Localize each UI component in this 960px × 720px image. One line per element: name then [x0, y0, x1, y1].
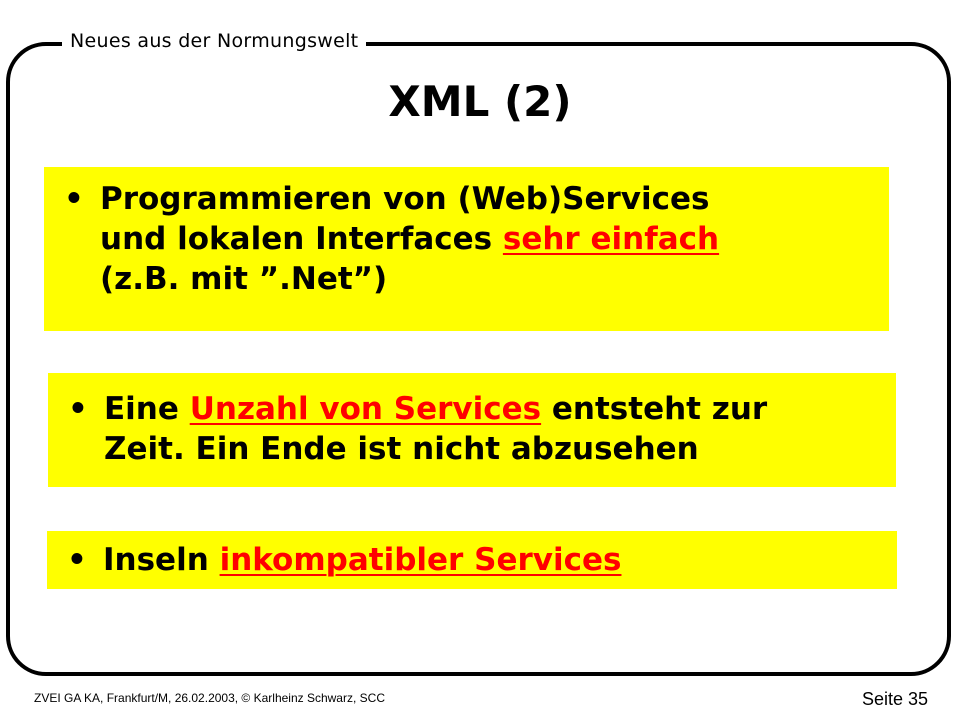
bullet-text-group: Inseln inkompatibler Services [103, 540, 621, 580]
bullet-icon: • [64, 181, 84, 217]
emphasis-text: sehr einfach [502, 221, 720, 257]
bullet-text: entsteht zur [541, 391, 768, 427]
emphasis-text: inkompatibler Services [219, 542, 622, 578]
slide-title: XML (2) [388, 77, 572, 126]
emphasis-text: Unzahl von Services [189, 391, 542, 427]
bullet-text: und lokalen Interfaces [100, 221, 503, 257]
bullet-box-3: • Inseln inkompatibler Services [47, 531, 897, 589]
bullet-text-group: Eine Unzahl von Services entsteht zur [104, 389, 767, 429]
bullet-text: Eine [104, 391, 190, 427]
bullet-icon: • [67, 542, 87, 578]
bullet-box-2: • Eine Unzahl von Services entsteht zur … [48, 373, 896, 487]
bullet-line: • Eine Unzahl von Services entsteht zur [68, 389, 876, 429]
bullet-continuation: (z.B. mit ”.Net”) [100, 261, 388, 297]
bullet-line: • Programmieren von (Web)Services [64, 179, 869, 219]
bullet-line: • Inseln inkompatibler Services [67, 540, 877, 580]
bullet-text: Inseln [103, 542, 220, 578]
page-number: Seite 35 [861, 689, 928, 709]
footer-credits: ZVEI GA KA, Frankfurt/M, 26.02.2003, © K… [34, 691, 385, 705]
bullet-continuation: und lokalen Interfaces sehr einfach [64, 219, 869, 259]
bullet-box-1: • Programmieren von (Web)Services und lo… [44, 167, 889, 331]
slide-frame [6, 42, 951, 676]
header-title: Neues aus der Normungswelt [62, 28, 367, 54]
bullet-icon: • [68, 391, 88, 427]
bullet-text: Programmieren von (Web)Services [100, 181, 710, 217]
bullet-continuation: Zeit. Ein Ende ist nicht abzusehen [104, 431, 699, 467]
